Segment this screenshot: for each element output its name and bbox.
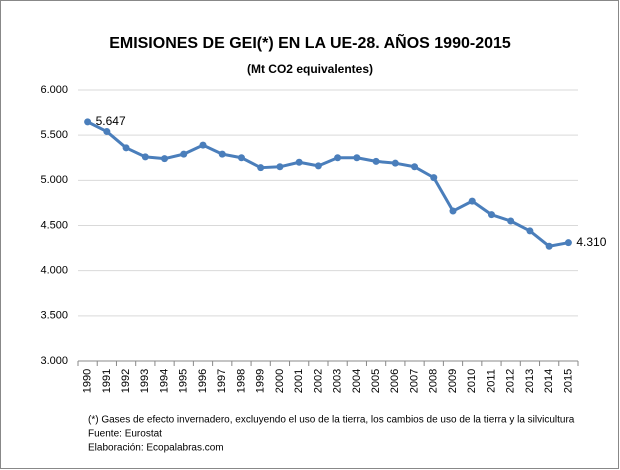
footnote: Elaboración: Ecopalabras.com — [88, 443, 224, 454]
data-point — [276, 163, 284, 171]
data-point — [449, 207, 457, 215]
footnote: (*) Gases de efecto invernadero, excluye… — [88, 415, 575, 426]
data-point — [564, 239, 572, 247]
data-point — [314, 162, 322, 170]
data-point — [218, 150, 226, 158]
y-tick-label: 3.000 — [40, 355, 68, 367]
x-tick-label: 1993 — [139, 369, 151, 393]
data-point — [141, 153, 149, 161]
x-tick-label: 1995 — [178, 369, 190, 393]
data-point — [507, 217, 515, 225]
data-point — [372, 157, 380, 165]
x-tick-label: 2009 — [447, 369, 459, 393]
data-point — [353, 154, 361, 162]
data-point — [545, 242, 553, 250]
data-point — [526, 227, 534, 235]
x-tick-label: 2007 — [408, 369, 420, 393]
x-tick-label: 2008 — [428, 369, 440, 393]
x-tick-label: 2012 — [505, 369, 517, 393]
chart-subtitle: (Mt CO2 equivalentes) — [247, 62, 373, 76]
data-point — [237, 154, 245, 162]
x-tick-label: 2006 — [389, 369, 401, 393]
x-tick-label: 2014 — [543, 369, 555, 393]
x-tick-label: 1996 — [197, 369, 209, 393]
footnote: Fuente: Eurostat — [88, 429, 162, 440]
data-point — [468, 197, 476, 205]
x-tick-label: 1994 — [158, 369, 170, 393]
data-point — [161, 155, 169, 163]
data-point — [430, 174, 438, 182]
x-tick-label: 1992 — [120, 369, 132, 393]
x-tick-label: 1990 — [82, 369, 94, 393]
x-tick-label: 2013 — [524, 369, 536, 393]
data-point — [295, 158, 303, 166]
y-tick-label: 6.000 — [40, 84, 68, 96]
data-point — [487, 211, 495, 219]
x-tick-label: 2011 — [485, 369, 497, 393]
data-point — [103, 128, 111, 136]
x-tick-label: 2001 — [293, 369, 305, 393]
y-tick-label: 3.500 — [40, 310, 68, 322]
data-point — [257, 164, 265, 172]
x-tick-label: 2000 — [274, 369, 286, 393]
y-tick-label: 4.500 — [40, 219, 68, 231]
x-tick-label: 2010 — [466, 369, 478, 393]
x-tick-label: 2015 — [562, 369, 574, 393]
x-tick-label: 1991 — [101, 369, 113, 393]
y-tick-label: 5.500 — [40, 129, 68, 141]
x-tick-label: 2004 — [351, 369, 363, 393]
data-point — [334, 154, 342, 162]
x-tick-label: 1997 — [216, 369, 228, 393]
data-point — [180, 150, 188, 158]
x-tick-label: 2003 — [332, 369, 344, 393]
x-tick-label: 1999 — [255, 369, 267, 393]
data-point — [84, 118, 92, 126]
data-point — [391, 159, 399, 167]
data-label: 4.310 — [576, 235, 606, 249]
data-label: 5.647 — [96, 114, 126, 128]
chart-title: EMISIONES DE GEI(*) EN LA UE-28. AÑOS 19… — [109, 32, 511, 52]
data-point — [411, 163, 419, 171]
y-tick-label: 5.000 — [40, 174, 68, 186]
x-tick-label: 2005 — [370, 369, 382, 393]
data-point — [122, 144, 130, 152]
x-tick-label: 2002 — [312, 369, 324, 393]
data-point — [199, 141, 207, 149]
x-tick-label: 1998 — [235, 369, 247, 393]
y-tick-label: 4.000 — [40, 265, 68, 277]
